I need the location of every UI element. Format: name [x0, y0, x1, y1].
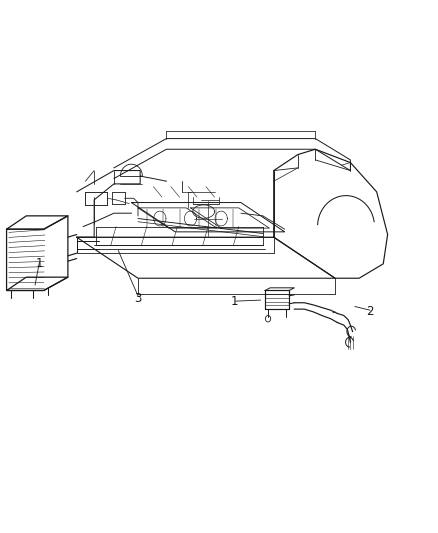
Text: 3: 3 [134, 292, 141, 305]
Text: 1: 1 [35, 257, 43, 270]
Text: 1: 1 [230, 295, 238, 308]
Text: 2: 2 [366, 305, 374, 318]
